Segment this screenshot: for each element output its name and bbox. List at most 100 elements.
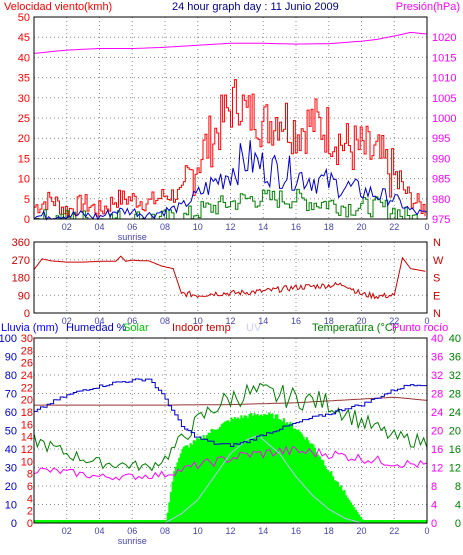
temp-y-tick: 8 [455, 481, 461, 493]
indoor-temp-label: Indoor temp [172, 322, 231, 334]
solar-bar [332, 476, 335, 523]
temp-x-tick: 08 [160, 526, 170, 536]
dir-x-tick: 18 [324, 316, 334, 326]
solar-bar [202, 435, 205, 523]
solar-bar [335, 480, 338, 523]
solar-bar [322, 460, 325, 523]
temp-x-tick: 12 [225, 526, 235, 536]
solar-bar [207, 432, 210, 523]
solar-bar [330, 471, 333, 523]
solar-bar [205, 435, 208, 523]
temp-y-tick: 0 [455, 518, 461, 530]
wind-y-tick: 30 [18, 93, 30, 105]
dir-y-tick: 90 [18, 290, 30, 302]
dir-compass-label: S [433, 273, 440, 285]
temp-x-tick: 06 [127, 526, 137, 536]
rain-y-tick: 2 [27, 506, 33, 518]
humidity-y-tick: 70 [5, 389, 17, 401]
solar-bar [345, 495, 348, 523]
solar-bar [230, 417, 233, 523]
solar-bar [169, 491, 172, 523]
solar-bar [228, 422, 231, 523]
wind-x-tick: 14 [258, 222, 268, 232]
temperature-line [33, 382, 428, 472]
solar-bar [253, 413, 256, 523]
solar-bar [354, 509, 357, 523]
dew-y-tick: 32 [431, 370, 443, 382]
uv-line [164, 435, 362, 524]
dir-x-tick: 0 [424, 316, 429, 326]
solar-bar [248, 413, 251, 523]
dir-compass-label: N [433, 237, 441, 249]
rain-y-tick: 20 [21, 395, 33, 407]
pressure-axis-label: Presión(hPa) [396, 1, 460, 13]
dir-compass-label: E [433, 290, 440, 302]
temp-x-tick: 22 [389, 526, 399, 536]
solar-bar [199, 436, 202, 523]
rain-y-tick: 22 [21, 382, 33, 394]
dir-y-tick: 0 [24, 308, 30, 320]
wind-x-tick: 0 [424, 222, 429, 232]
solar-bar [323, 465, 326, 523]
wind-x-tick: 10 [193, 222, 203, 232]
solar-bar [300, 433, 303, 523]
temp-x-tick: 02 [62, 526, 72, 536]
dir-compass-label: W [433, 255, 444, 267]
wind-y-tick: 0 [24, 214, 30, 226]
uv-label: UV [246, 322, 262, 334]
solar-bar [284, 423, 287, 523]
solar-bar [223, 421, 226, 523]
rain-y-tick: 30 [21, 333, 33, 345]
wind-y-tick: 5 [24, 194, 30, 206]
solar-bar [281, 421, 284, 523]
solar-bar [166, 512, 169, 523]
solar-bar [189, 443, 192, 523]
solar-bar [176, 462, 179, 523]
dir-x-tick: 10 [193, 316, 203, 326]
dew-y-tick: 20 [431, 426, 443, 438]
dir-x-tick: 16 [291, 316, 301, 326]
chart-title: 24 hour graph day : 11 Junio 2009 [172, 1, 339, 13]
wind-y-tick: 35 [18, 73, 30, 85]
solar-bar [178, 457, 181, 523]
solar-bar [282, 418, 285, 523]
dir-x-tick: 08 [160, 316, 170, 326]
humidity-y-tick: 20 [5, 481, 17, 493]
wind-avg-line [33, 140, 428, 221]
temp-y-tick: 40 [449, 333, 461, 345]
rain-y-tick: 4 [27, 493, 33, 505]
temp-y-tick: 32 [449, 370, 461, 382]
solar-bar [317, 454, 320, 523]
dew-y-tick: 16 [431, 444, 443, 456]
rain-y-tick: 24 [21, 370, 33, 382]
solar-bar [186, 445, 189, 523]
solar-bar [307, 440, 310, 523]
solar-bar [217, 428, 220, 523]
temp-y-tick: 28 [449, 389, 461, 401]
temp-y-tick: 36 [449, 352, 461, 364]
solar-bar [201, 439, 204, 523]
solar-bar [327, 470, 330, 523]
solar-bar [273, 418, 276, 523]
solar-bar [184, 445, 187, 523]
dew-y-tick: 0 [431, 518, 437, 530]
solar-bar [266, 414, 269, 523]
solar-bar [238, 419, 241, 523]
solar-bar [196, 438, 199, 523]
dew-point-line [33, 445, 428, 481]
temp-x-tick: 16 [291, 526, 301, 536]
solar-bar [235, 418, 238, 523]
wind-pressure-panel: 0510152025303540455097598098599099510001… [18, 12, 457, 242]
solar-bar [346, 497, 349, 523]
solar-bar [279, 419, 282, 523]
rain-y-tick: 16 [21, 419, 33, 431]
solar-bar [263, 413, 266, 523]
solar-bar [210, 428, 213, 523]
solar-bar [356, 512, 359, 523]
solar-bar [187, 447, 190, 523]
solar-bar [271, 413, 274, 523]
temp-x-tick: 20 [356, 526, 366, 536]
temp-plot-frame [33, 337, 428, 524]
dir-x-tick: 14 [258, 316, 268, 326]
